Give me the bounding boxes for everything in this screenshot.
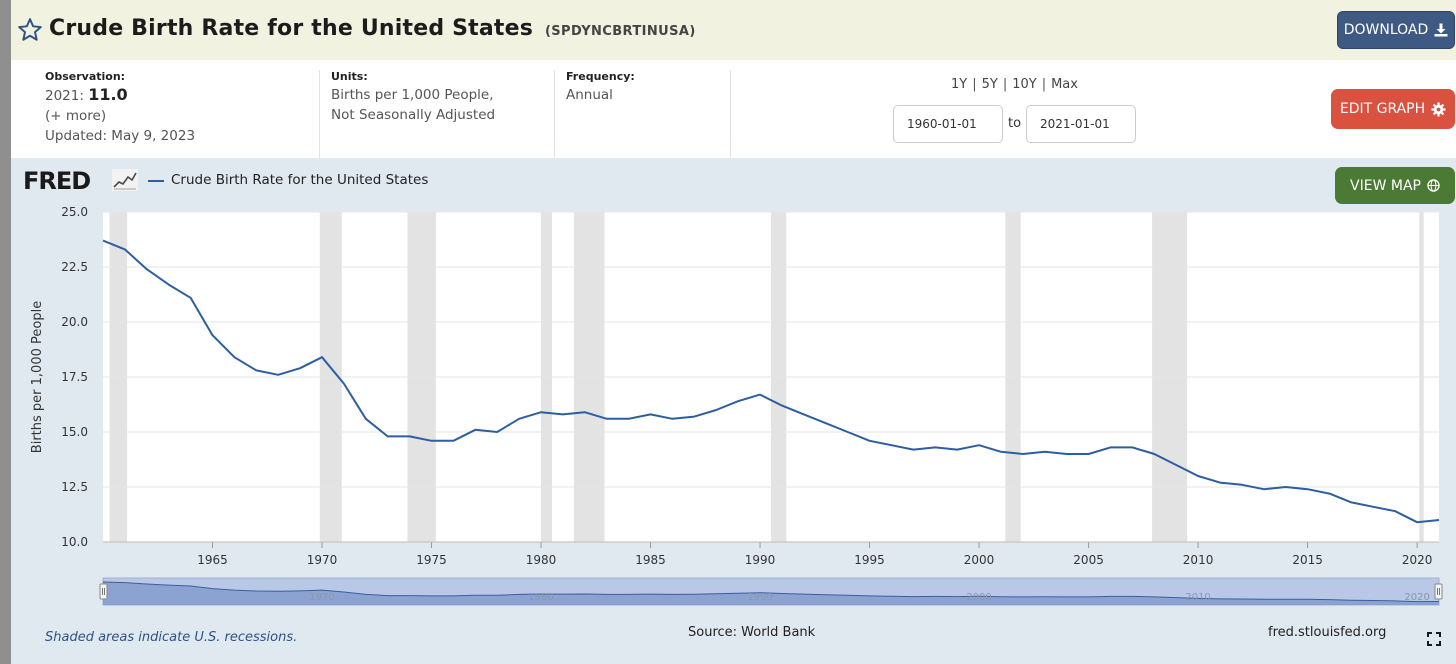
units-column: Units: Births per 1,000 People, Not Seas… bbox=[331, 70, 495, 125]
y-tick-label: 20.0 bbox=[61, 315, 88, 329]
column-divider bbox=[319, 70, 320, 158]
star-icon[interactable] bbox=[17, 17, 43, 43]
series-metadata: Observation: 2021: 11.0 (+ more) Updated… bbox=[11, 60, 1456, 158]
y-tick-label: 17.5 bbox=[61, 370, 88, 384]
start-date-input[interactable]: 1960-01-01 bbox=[893, 105, 1003, 143]
units-line-2: Not Seasonally Adjusted bbox=[331, 107, 496, 123]
x-tick-label: 2020 bbox=[1402, 553, 1433, 567]
fred-logo: FRED bbox=[23, 167, 91, 195]
x-tick-label: 2005 bbox=[1073, 553, 1104, 567]
series-id: (SPDYNCBRTINUSA) bbox=[544, 24, 696, 39]
navigator-line bbox=[102, 581, 1440, 603]
x-tick-label: 2000 bbox=[964, 553, 995, 567]
observation-column: Observation: 2021: 11.0 (+ more) Updated… bbox=[45, 70, 195, 146]
view-map-label: VIEW MAP bbox=[1350, 177, 1421, 194]
edit-graph-button[interactable]: EDIT GRAPH bbox=[1331, 89, 1455, 129]
site-link[interactable]: fred.stlouisfed.org bbox=[1268, 625, 1387, 640]
navigator-handle[interactable] bbox=[99, 583, 108, 600]
y-tick-label: 12.5 bbox=[61, 480, 88, 494]
y-tick-label: 22.5 bbox=[61, 260, 88, 274]
x-tick-label: 1975 bbox=[416, 553, 447, 567]
navigator-tick-label: 1980 bbox=[528, 592, 553, 603]
range-selector: 1Y | 5Y | 10Y | Max bbox=[951, 77, 1078, 92]
x-tick-label: 1995 bbox=[854, 553, 885, 567]
x-tick-label: 1970 bbox=[307, 553, 338, 567]
legend-label: Crude Birth Rate for the United States bbox=[171, 172, 429, 188]
x-tick-label: 1965 bbox=[197, 553, 228, 567]
range-max[interactable]: Max bbox=[1051, 77, 1078, 92]
x-tick-label: 2015 bbox=[1292, 553, 1323, 567]
to-label: to bbox=[1008, 116, 1022, 131]
chart-panel: FRED Crude Birth Rate for the United Sta… bbox=[11, 158, 1456, 664]
navigator-handle[interactable] bbox=[1434, 583, 1443, 600]
observation-year: 2021: bbox=[45, 88, 84, 104]
range-1y[interactable]: 1Y bbox=[951, 77, 968, 92]
more-observations-link[interactable]: (+ more) bbox=[45, 108, 107, 124]
series-line bbox=[102, 239, 1440, 524]
range-10y[interactable]: 10Y bbox=[1012, 77, 1037, 92]
y-tick-label: 15.0 bbox=[61, 425, 88, 439]
fred-sparkline-icon bbox=[112, 169, 138, 191]
globe-icon bbox=[1427, 179, 1440, 192]
page-header: Crude Birth Rate for the United States (… bbox=[11, 0, 1456, 60]
navigator-tick-label: 1990 bbox=[747, 592, 772, 603]
download-icon bbox=[1434, 23, 1448, 37]
units-label: Units: bbox=[331, 70, 368, 83]
x-tick-label: 2010 bbox=[1183, 553, 1214, 567]
frequency-column: Frequency: Annual bbox=[566, 70, 635, 105]
x-tick-label: 1980 bbox=[526, 553, 557, 567]
legend-swatch bbox=[148, 180, 164, 182]
end-date-input[interactable]: 2021-01-01 bbox=[1026, 105, 1136, 143]
observation-row: 2021: 11.0 bbox=[45, 85, 195, 106]
navigator-tick-label: 2010 bbox=[1185, 592, 1210, 603]
navigator-tick-label: 2000 bbox=[966, 592, 991, 603]
y-tick-label: 10.0 bbox=[61, 535, 88, 549]
observation-label: Observation: bbox=[45, 70, 126, 83]
x-tick-label: 1990 bbox=[745, 553, 776, 567]
window-left-edge bbox=[0, 0, 11, 664]
gear-icon bbox=[1431, 101, 1446, 117]
view-map-button[interactable]: VIEW MAP bbox=[1335, 167, 1455, 204]
download-label: DOWNLOAD bbox=[1343, 22, 1429, 38]
fullscreen-icon[interactable] bbox=[1427, 632, 1441, 646]
page-title: Crude Birth Rate for the United States (… bbox=[49, 16, 696, 41]
range-5y[interactable]: 5Y bbox=[981, 77, 998, 92]
y-tick-label: 25.0 bbox=[61, 205, 88, 219]
source-credit: Source: World Bank bbox=[688, 625, 816, 640]
column-divider bbox=[554, 70, 555, 158]
units-line-1: Births per 1,000 People, bbox=[331, 87, 494, 103]
series-title: Crude Birth Rate for the United States bbox=[49, 16, 534, 41]
observation-value: 11.0 bbox=[88, 85, 128, 104]
x-tick-label: 1985 bbox=[635, 553, 666, 567]
navigator-tick-label: 2020 bbox=[1404, 592, 1429, 603]
navigator-tick-label: 1970 bbox=[309, 592, 334, 603]
frequency-label: Frequency: bbox=[566, 70, 635, 83]
column-divider bbox=[730, 70, 731, 158]
download-button[interactable]: DOWNLOAD bbox=[1337, 11, 1455, 49]
recession-note: Shaded areas indicate U.S. recessions. bbox=[45, 630, 298, 645]
updated-date: Updated: May 9, 2023 bbox=[45, 128, 196, 144]
chart-svg[interactable]: 10.0 12.5 15.0 17.5 20.0 22.5 25.0 1965 1970 1975… bbox=[11, 158, 1456, 618]
edit-graph-label: EDIT GRAPH bbox=[1339, 101, 1426, 117]
frequency-value: Annual bbox=[566, 87, 613, 103]
y-axis-label: Births per 1,000 People bbox=[30, 301, 45, 453]
